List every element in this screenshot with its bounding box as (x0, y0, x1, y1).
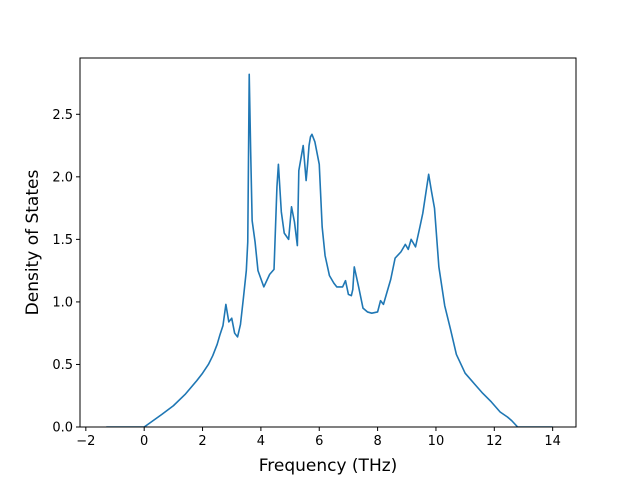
y-tick-label: 2.5 (52, 108, 73, 123)
y-axis-ticks: 0.0 0.5 1.0 1.5 2.0 2.5 (52, 108, 80, 436)
x-tick-label: 8 (373, 434, 381, 449)
x-tick-label: 4 (257, 434, 265, 449)
x-tick-label: −2 (76, 434, 95, 449)
x-tick-label: 2 (198, 434, 206, 449)
x-axis-label: Frequency (THz) (259, 456, 398, 476)
x-tick-label: 12 (486, 434, 503, 449)
y-tick-label: 1.5 (52, 233, 73, 248)
y-tick-label: 0.0 (52, 421, 73, 436)
x-axis-ticks: −2 0 2 4 6 8 10 12 14 (76, 427, 561, 449)
axes-frame (79, 57, 577, 428)
x-tick-label: 6 (315, 434, 323, 449)
y-axis-label: Density of States (23, 170, 43, 316)
x-tick-label: 14 (544, 434, 561, 449)
series-line-1 (106, 73, 553, 427)
x-tick-label: 0 (140, 434, 148, 449)
x-tick-label: 10 (428, 434, 445, 449)
y-tick-label: 2.0 (52, 170, 73, 185)
plot-area (106, 73, 553, 427)
y-tick-label: 0.5 (52, 358, 73, 373)
y-tick-label: 1.0 (52, 295, 73, 310)
